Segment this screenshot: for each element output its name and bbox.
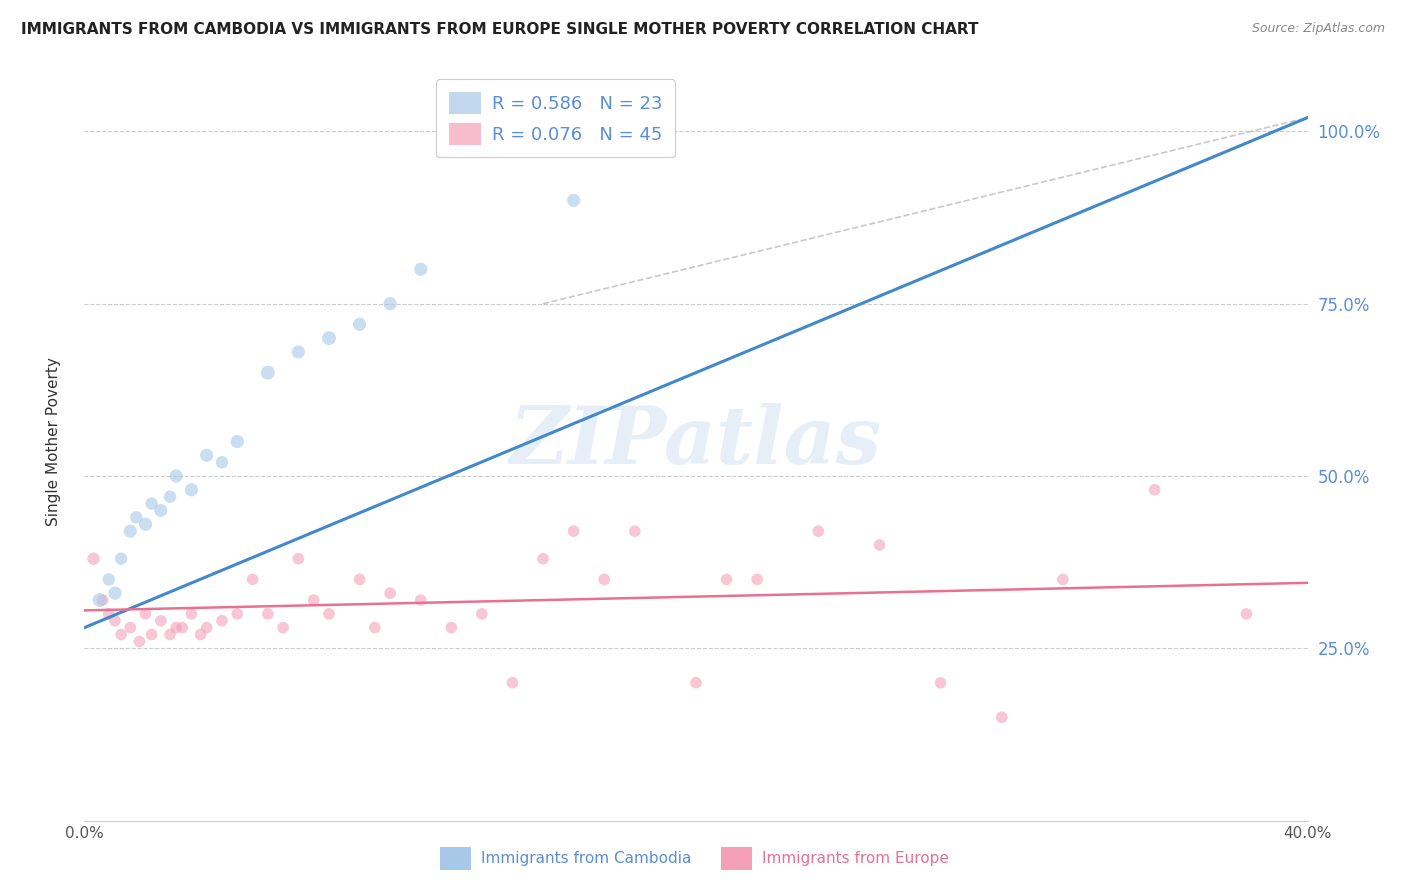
- Point: [83, 551, 105, 566]
- Point: [110, 551, 132, 566]
- Point: [226, 434, 249, 449]
- Point: [1143, 483, 1166, 497]
- Point: [562, 524, 585, 538]
- Point: [172, 621, 194, 635]
- Point: [226, 607, 249, 621]
- Point: [180, 483, 202, 497]
- Legend: R = 0.586   N = 23, R = 0.076   N = 45: R = 0.586 N = 23, R = 0.076 N = 45: [436, 79, 675, 157]
- Point: [271, 621, 294, 635]
- Point: [242, 573, 264, 587]
- Point: [685, 675, 707, 690]
- Point: [929, 675, 952, 690]
- Point: [97, 607, 120, 621]
- Point: [807, 524, 830, 538]
- Text: Immigrants from Europe: Immigrants from Europe: [762, 851, 949, 866]
- Point: [149, 503, 172, 517]
- Point: [190, 627, 212, 641]
- Point: [624, 524, 647, 538]
- Text: ZIPatlas: ZIPatlas: [510, 403, 882, 480]
- Text: Immigrants from Cambodia: Immigrants from Cambodia: [481, 851, 692, 866]
- Point: [211, 614, 233, 628]
- Point: [125, 510, 148, 524]
- Point: [195, 448, 218, 462]
- Point: [141, 497, 163, 511]
- Point: [104, 586, 127, 600]
- Point: [302, 593, 325, 607]
- Point: [257, 607, 280, 621]
- Point: [364, 621, 387, 635]
- Point: [502, 675, 524, 690]
- Point: [471, 124, 494, 138]
- Point: [180, 607, 202, 621]
- Point: [135, 517, 157, 532]
- Point: [159, 627, 181, 641]
- Point: [195, 621, 218, 635]
- Point: [165, 621, 187, 635]
- Point: [318, 331, 340, 345]
- Point: [141, 627, 163, 641]
- Y-axis label: Single Mother Poverty: Single Mother Poverty: [46, 357, 60, 526]
- Point: [349, 573, 371, 587]
- Point: [562, 194, 585, 208]
- Point: [287, 551, 309, 566]
- Point: [380, 586, 402, 600]
- Point: [380, 296, 402, 310]
- Point: [104, 614, 127, 628]
- Point: [91, 593, 114, 607]
- Point: [120, 621, 142, 635]
- Point: [149, 614, 172, 628]
- Text: IMMIGRANTS FROM CAMBODIA VS IMMIGRANTS FROM EUROPE SINGLE MOTHER POVERTY CORRELA: IMMIGRANTS FROM CAMBODIA VS IMMIGRANTS F…: [21, 22, 979, 37]
- Point: [349, 318, 371, 332]
- Text: Source: ZipAtlas.com: Source: ZipAtlas.com: [1251, 22, 1385, 36]
- Point: [409, 262, 432, 277]
- Point: [128, 634, 150, 648]
- Point: [991, 710, 1014, 724]
- Point: [318, 607, 340, 621]
- Point: [440, 621, 463, 635]
- Point: [89, 593, 111, 607]
- Point: [531, 551, 554, 566]
- Point: [211, 455, 233, 469]
- Point: [257, 366, 280, 380]
- Point: [135, 607, 157, 621]
- Point: [110, 627, 132, 641]
- Point: [1052, 573, 1074, 587]
- Point: [471, 607, 494, 621]
- Point: [869, 538, 891, 552]
- Point: [716, 573, 738, 587]
- Point: [593, 573, 616, 587]
- Point: [97, 573, 120, 587]
- Point: [1236, 607, 1258, 621]
- Point: [747, 573, 769, 587]
- Point: [159, 490, 181, 504]
- Point: [287, 345, 309, 359]
- Point: [165, 469, 187, 483]
- Point: [120, 524, 142, 538]
- Point: [409, 593, 432, 607]
